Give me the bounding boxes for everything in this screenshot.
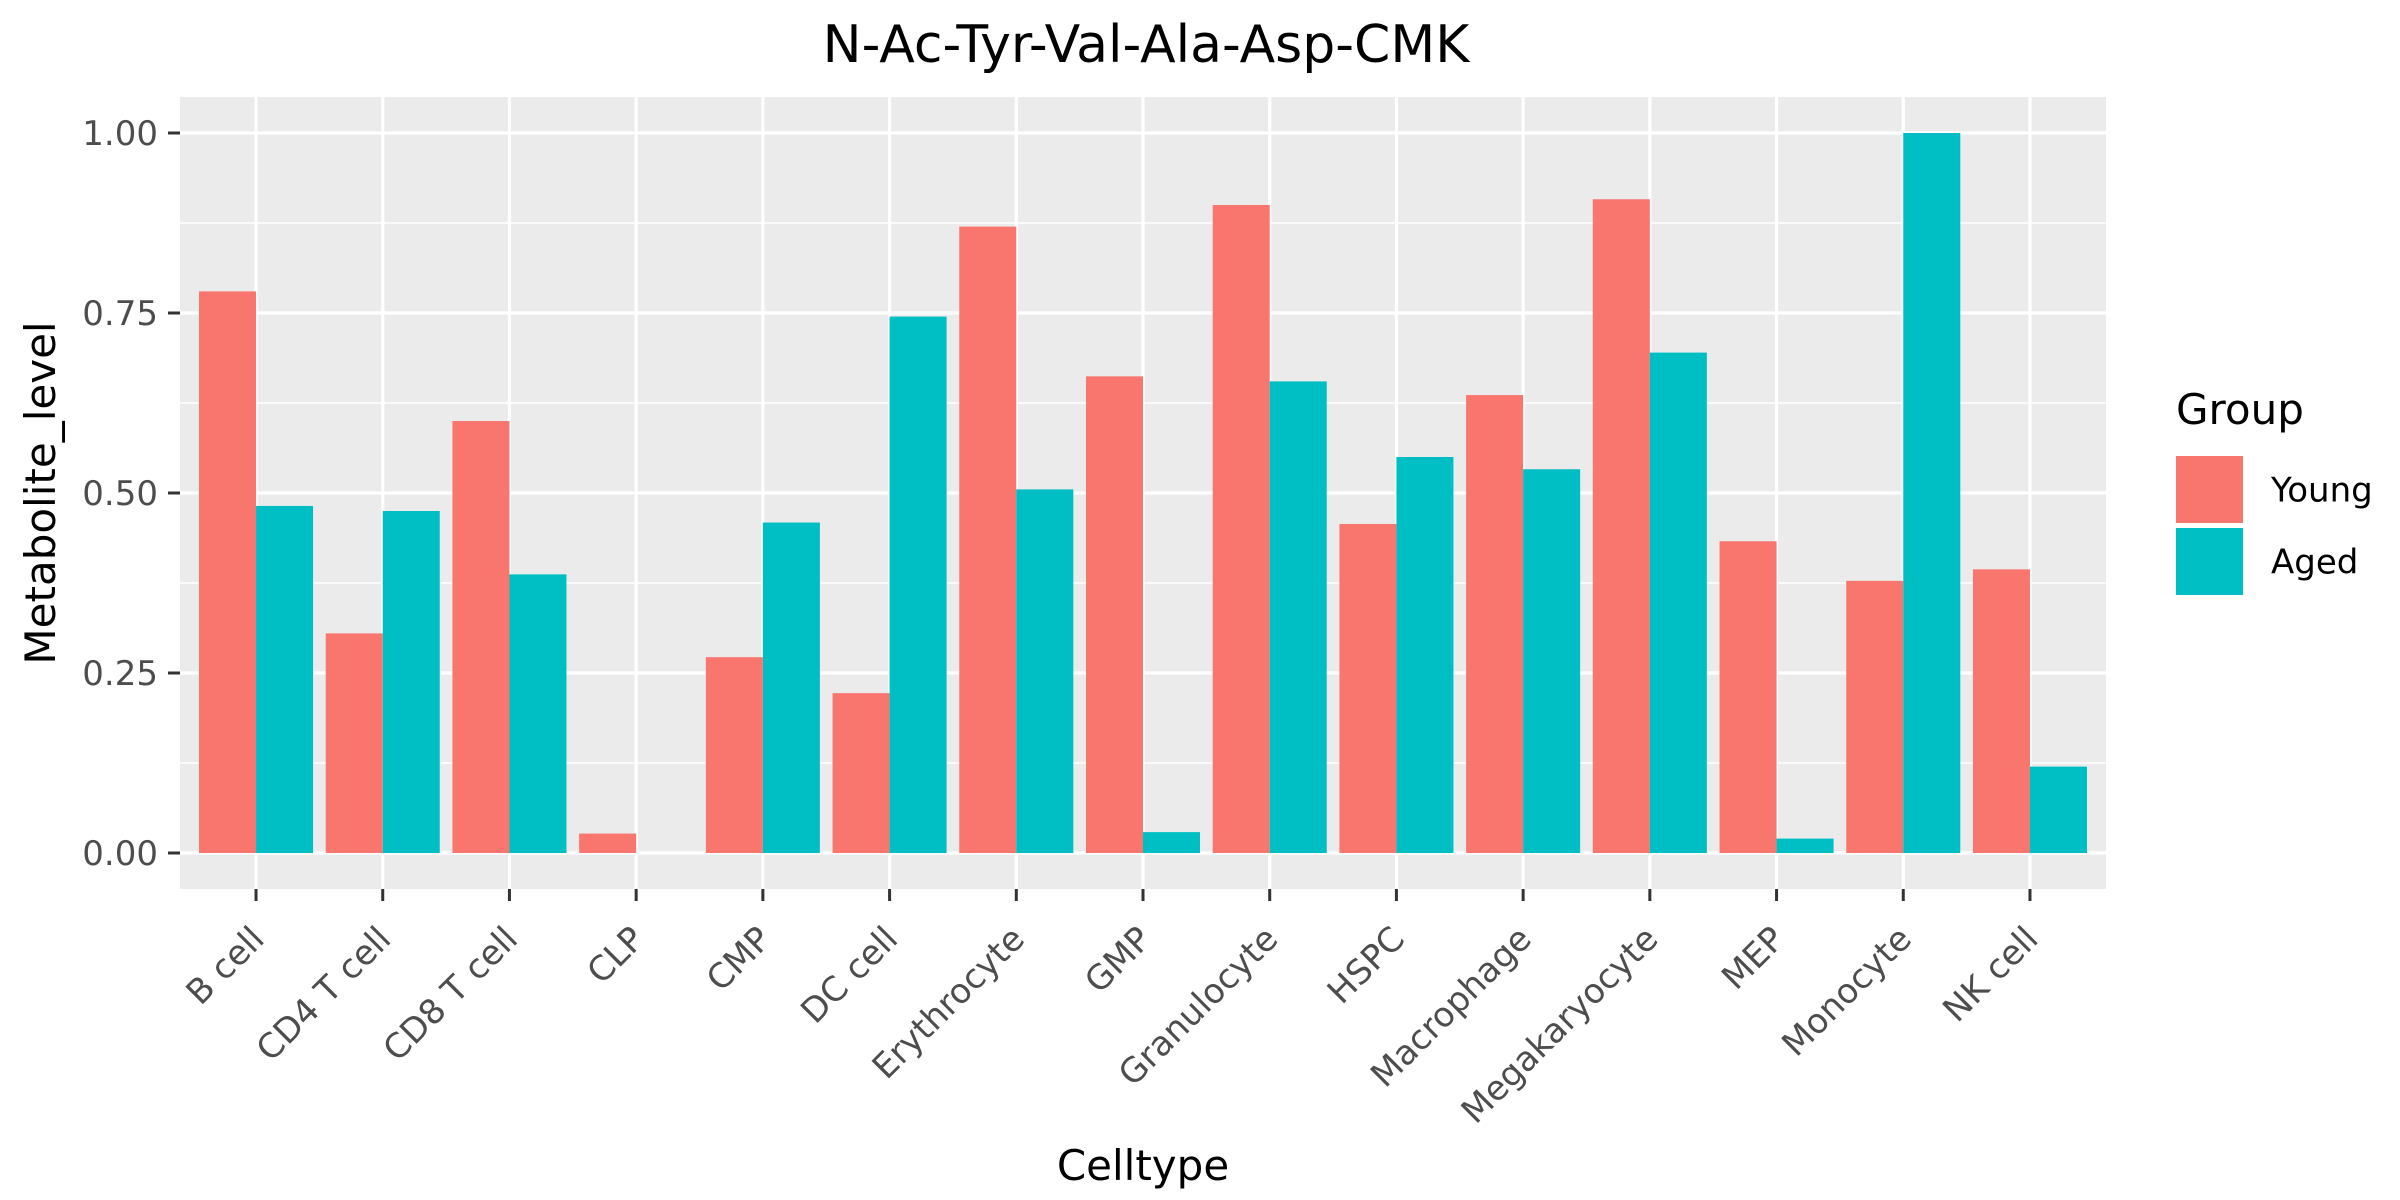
bar-aged [509,574,567,853]
bar-aged [1776,838,1834,853]
bar-aged [382,511,440,853]
legend: Group Young Aged [2176,385,2373,595]
bar-young [1972,569,2030,853]
bar-young [1212,205,1270,853]
legend-label-aged: Aged [2271,543,2358,583]
legend-swatch-aged [2176,528,2243,595]
bar-aged [1523,469,1581,853]
y-tick-label: 0.75 [82,294,158,334]
y-tick-label: 0.00 [82,834,158,874]
bar-aged [1143,832,1201,853]
bar-young [1339,523,1397,853]
bars-layer [199,133,2087,854]
bar-aged [256,505,314,853]
bar-young [1466,395,1524,853]
bar-young [325,633,383,853]
y-tick-label: 0.25 [82,654,158,694]
bar-aged [2029,766,2087,853]
bar-young [959,226,1017,854]
bar-aged [762,522,820,853]
bar-young [1085,376,1143,853]
bar-aged [1649,352,1707,853]
y-axis: 0.00 0.25 0.50 0.75 1.00 [82,114,180,874]
y-axis-title: Metabolite_level [16,321,65,664]
legend-swatch-young [2176,456,2243,523]
bar-aged [1903,133,1961,853]
chart-title: N-Ac-Tyr-Val-Ala-Asp-CMK [823,15,1472,75]
bar-aged [1269,381,1327,853]
bar-aged [1396,457,1454,853]
legend-items: Young Aged [2176,456,2373,595]
bar-young [1719,541,1777,853]
bar-aged [889,316,947,854]
y-tick-label: 0.50 [82,474,158,514]
bar-young [705,657,763,853]
legend-label-young: Young [2270,471,2373,511]
bar-young [452,421,510,853]
bar-young [832,693,890,853]
bar-young [1846,580,1904,853]
y-tick-label: 1.00 [82,114,158,154]
bar-young [199,291,257,853]
x-axis-title: Celltype [1057,1141,1229,1190]
bar-young [579,833,637,853]
legend-title: Group [2176,385,2304,434]
bar-young [1592,199,1650,854]
bar-aged [1016,489,1074,853]
